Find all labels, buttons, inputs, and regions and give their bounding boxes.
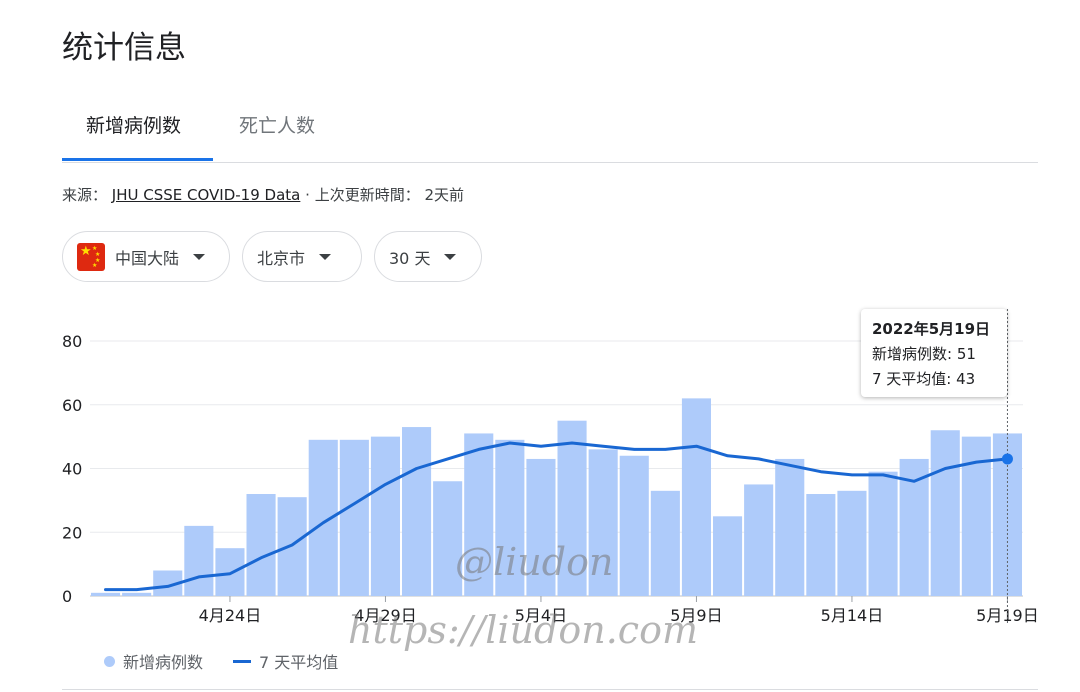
bar [588, 449, 618, 596]
x-tick-label: 5月19日 [976, 606, 1039, 625]
chevron-down-icon [319, 253, 332, 260]
tab-deaths[interactable]: 死亡人数 [239, 115, 316, 137]
china-flag-icon: ★ ★ ★ ★ ★ [77, 242, 105, 271]
x-tick-label: 5月4日 [515, 606, 567, 625]
updated-label: 上次更新時間： [314, 186, 420, 204]
region-filter-label: 中国大陆 [115, 248, 180, 268]
y-tick-label: 20 [62, 523, 82, 542]
source-prefix: 来源： [62, 186, 108, 204]
highlight-point [1001, 453, 1013, 465]
tab-new-cases[interactable]: 新增病例数 [86, 115, 182, 137]
legend-line-swatch [233, 659, 252, 663]
y-tick-label: 40 [62, 460, 82, 479]
bar [713, 516, 743, 596]
bar [775, 458, 805, 596]
tooltip-cases: 新增病例数: 51 [872, 345, 976, 363]
range-filter-chip[interactable]: 30 天 [374, 231, 482, 282]
bar [433, 481, 463, 596]
legend-line-label: 7 天平均值 [259, 653, 339, 672]
chevron-down-icon [193, 253, 206, 260]
bottom-divider [62, 689, 1038, 690]
bar [930, 430, 960, 596]
watermark-handle: @liudon [455, 540, 614, 584]
bar [619, 455, 649, 596]
x-tick-label: 5月9日 [670, 606, 722, 625]
x-tick-label: 5月14日 [821, 606, 884, 625]
y-tick-label: 0 [62, 587, 72, 606]
average-line [104, 441, 1009, 592]
page-title: 统计信息 [62, 30, 186, 66]
range-filter-label: 30 天 [389, 248, 431, 268]
bar [557, 420, 587, 596]
y-tick-label: 80 [62, 332, 82, 351]
bar [339, 439, 369, 596]
bar [370, 436, 400, 596]
legend-bar-swatch [104, 655, 115, 667]
bar [837, 490, 867, 596]
data-source-line: 来源： JHU CSSE COVID-19 Data · 上次更新時間： 2天前 [62, 184, 464, 205]
bar [744, 484, 774, 596]
bar [650, 490, 680, 596]
chart-tooltip: 2022年5月19日 新增病例数: 51 7 天平均值: 43 [861, 309, 1007, 397]
source-separator: · [305, 186, 315, 204]
active-tab-indicator [62, 158, 213, 161]
tooltip-average: 7 天平均值: 43 [872, 370, 976, 388]
bar [495, 439, 525, 596]
city-filter-chip[interactable]: 北京市 [242, 231, 362, 282]
bar [402, 427, 432, 596]
region-filter-chip[interactable]: ★ ★ ★ ★ ★ 中国大陆 [62, 231, 230, 282]
legend-bar-label: 新增病例数 [123, 653, 204, 672]
updated-value: 2天前 [424, 186, 465, 204]
watermark-url: https://liudon.com [348, 608, 698, 652]
chart-legend: 新增病例数 7 天平均值 [104, 649, 338, 673]
bar [184, 525, 214, 596]
bar [868, 471, 898, 596]
tab-bar: 新增病例数 死亡人数 [62, 95, 1038, 163]
bar [464, 433, 494, 596]
bar [122, 592, 152, 596]
bar [246, 494, 276, 596]
bar [91, 592, 121, 596]
bar [681, 398, 711, 596]
bar [526, 458, 556, 596]
y-tick-label: 60 [62, 396, 82, 415]
x-tick-label: 4月24日 [199, 606, 262, 625]
city-filter-label: 北京市 [257, 248, 306, 268]
bar [806, 494, 836, 596]
x-tick-label: 4月29日 [354, 606, 417, 625]
tooltip-date: 2022年5月19日 [872, 320, 991, 338]
chevron-down-icon [444, 253, 457, 260]
source-link[interactable]: JHU CSSE COVID-19 Data [111, 186, 301, 204]
